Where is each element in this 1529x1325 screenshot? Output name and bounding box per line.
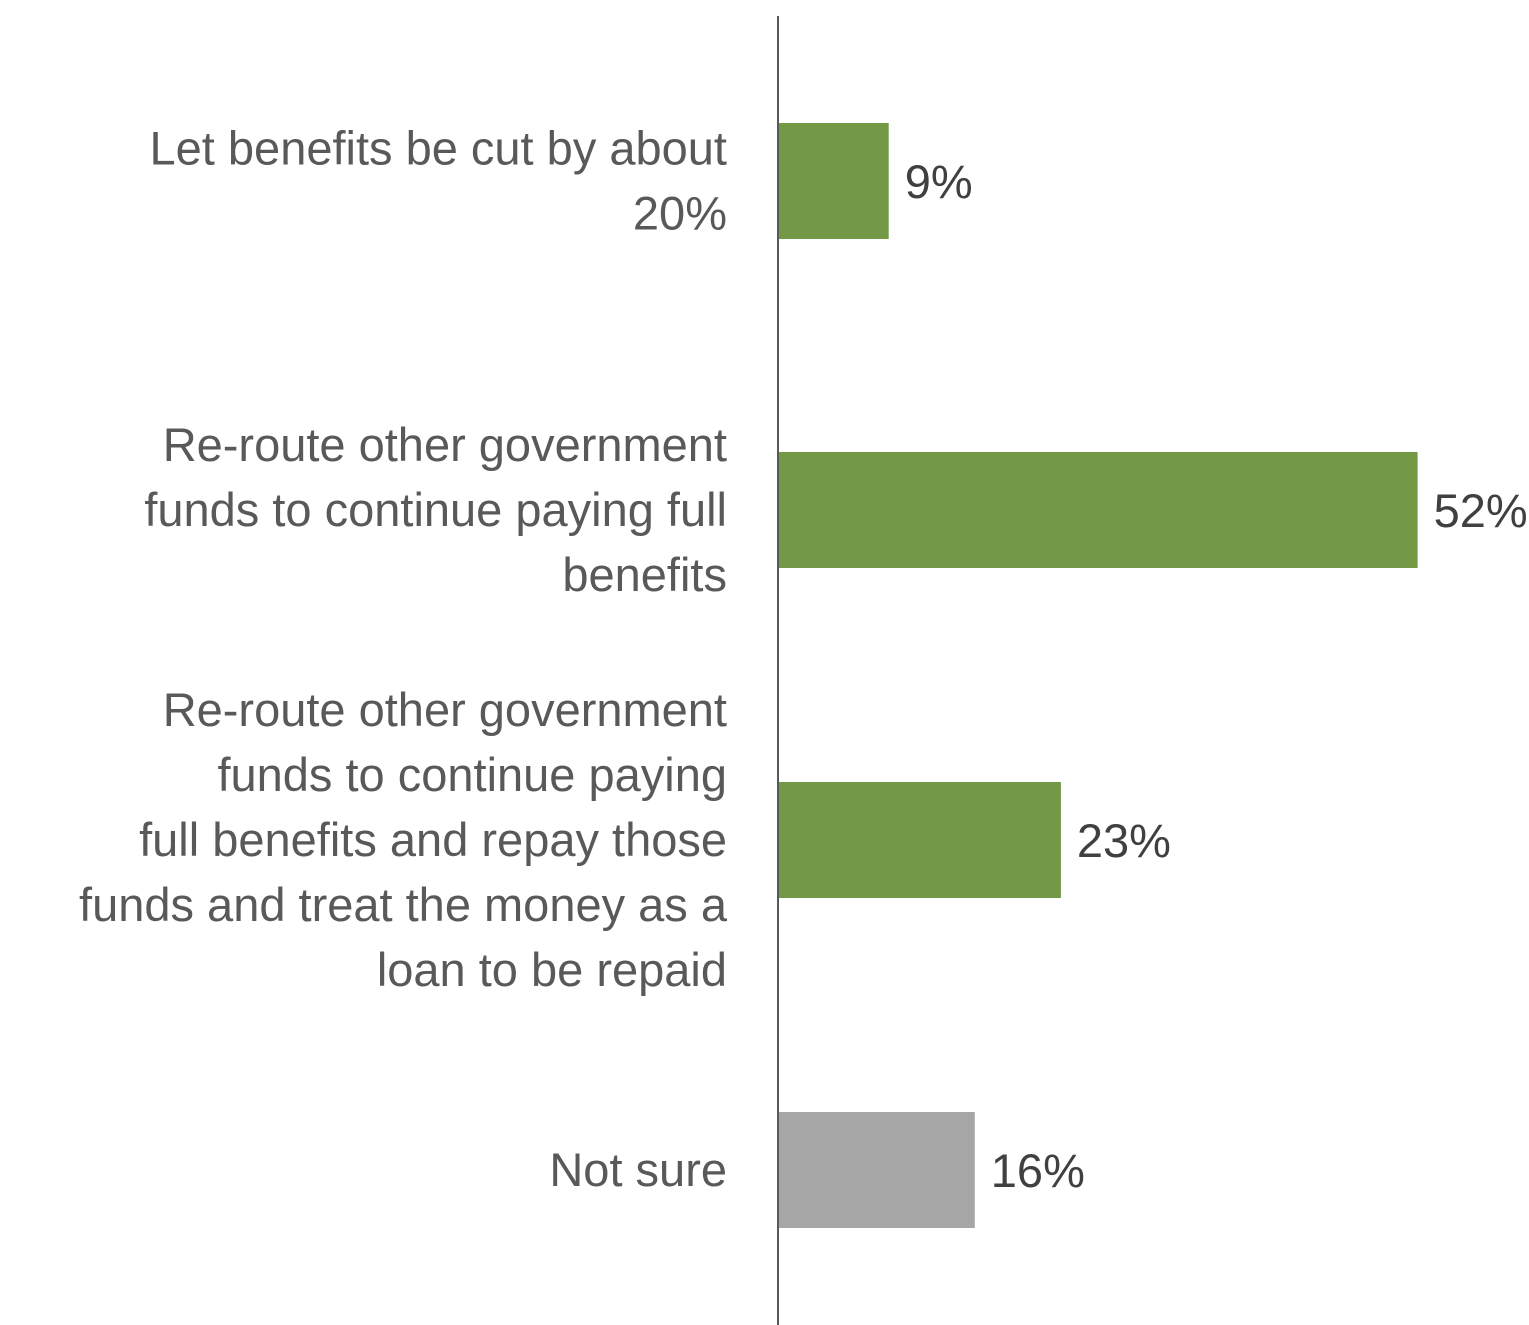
bar-0 [778, 123, 889, 239]
category-label-0: Let benefits be cut by about 20% [150, 122, 727, 240]
value-label-3: 16% [991, 1144, 1085, 1197]
category-label-line: full benefits and repay those [139, 813, 727, 866]
value-label-2: 23% [1077, 814, 1171, 867]
value-label-0: 9% [905, 155, 973, 208]
value-label-1: 52% [1434, 484, 1528, 537]
category-label-line: funds to continue paying [217, 748, 727, 801]
category-label-line: 20% [633, 187, 727, 240]
category-label-1: Re-route other government funds to contin… [144, 418, 727, 601]
category-label-3: Not sure [549, 1143, 727, 1196]
category-label-line: Re-route other government [163, 683, 727, 736]
value-labels: 9% 52% 23% 16% [905, 155, 1528, 1197]
category-label-line: loan to be repaid [377, 943, 727, 996]
category-labels: Let benefits be cut by about 20% Re-route … [79, 122, 728, 1197]
bars-group [778, 123, 1418, 1228]
category-label-2: Re-route other government funds to contin… [79, 683, 728, 996]
category-label-line: Not sure [549, 1143, 727, 1196]
category-label-line: Let benefits be cut by about [150, 122, 727, 175]
bar-1 [778, 452, 1418, 568]
bar-2 [778, 782, 1061, 898]
category-label-line: benefits [562, 548, 727, 601]
bar-3 [778, 1112, 975, 1228]
category-label-line: Re-route other government [163, 418, 727, 471]
category-label-line: funds and treat the money as a [79, 878, 728, 931]
category-label-line: funds to continue paying full [144, 483, 727, 536]
